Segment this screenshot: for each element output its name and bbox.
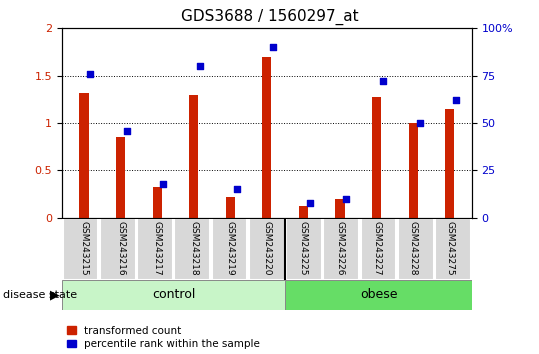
Text: GSM243219: GSM243219 — [226, 221, 234, 275]
Text: GSM243275: GSM243275 — [445, 221, 454, 275]
Point — [122, 128, 131, 133]
Text: control: control — [152, 288, 196, 301]
Bar — [153, 187, 162, 218]
Bar — [335, 199, 344, 218]
Bar — [189, 95, 198, 218]
Text: disease state: disease state — [3, 290, 77, 300]
Point — [159, 181, 168, 187]
Bar — [249, 218, 285, 280]
Point — [378, 79, 387, 84]
Bar — [299, 206, 308, 218]
Text: GSM243220: GSM243220 — [262, 221, 271, 275]
Point — [306, 200, 314, 205]
Bar — [323, 218, 359, 280]
Text: obese: obese — [360, 288, 397, 301]
Point — [232, 187, 241, 192]
Bar — [212, 218, 247, 280]
Point — [452, 97, 460, 103]
Bar — [286, 280, 472, 310]
Legend: transformed count, percentile rank within the sample: transformed count, percentile rank withi… — [67, 326, 260, 349]
Bar — [361, 218, 396, 280]
Bar — [175, 218, 210, 280]
Point — [269, 45, 278, 50]
Bar — [100, 218, 136, 280]
Point — [86, 71, 95, 76]
Bar — [116, 137, 125, 218]
Point — [196, 63, 204, 69]
Bar — [62, 218, 472, 219]
Text: GSM243217: GSM243217 — [153, 221, 162, 275]
Bar — [286, 218, 322, 280]
Text: GSM243228: GSM243228 — [409, 221, 418, 275]
Bar — [372, 97, 381, 218]
Text: GSM243218: GSM243218 — [189, 221, 198, 275]
Text: GSM243215: GSM243215 — [79, 221, 88, 275]
Text: ▶: ▶ — [50, 288, 59, 301]
Bar — [262, 57, 271, 218]
Text: GSM243225: GSM243225 — [299, 221, 308, 275]
Bar — [409, 123, 418, 218]
Bar — [62, 280, 286, 310]
Point — [342, 196, 351, 202]
Text: GSM243226: GSM243226 — [335, 221, 344, 275]
Text: GSM243216: GSM243216 — [116, 221, 125, 275]
Text: GSM243227: GSM243227 — [372, 221, 381, 275]
Bar — [63, 218, 99, 280]
Bar — [79, 93, 88, 218]
Point — [415, 120, 424, 126]
Bar — [445, 109, 454, 218]
Bar — [137, 218, 173, 280]
Text: GDS3688 / 1560297_at: GDS3688 / 1560297_at — [181, 9, 358, 25]
Bar — [398, 218, 434, 280]
Bar — [435, 218, 471, 280]
Bar — [226, 197, 235, 218]
